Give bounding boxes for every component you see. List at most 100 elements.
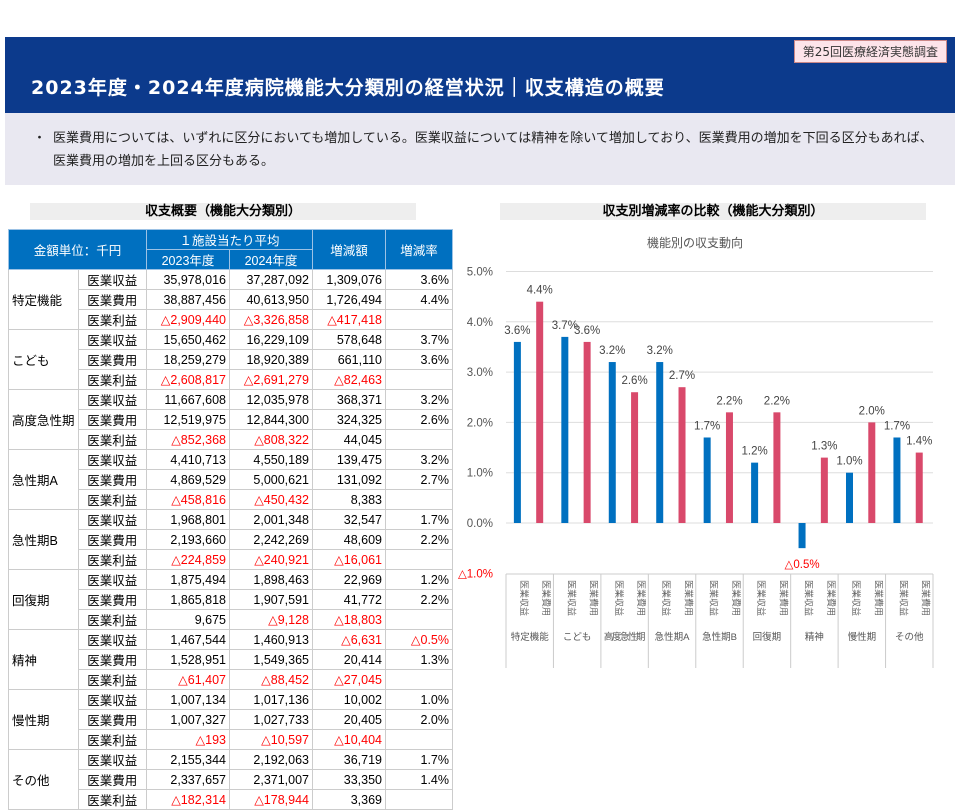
page-title: 2023年度・2024年度病院機能大分類別の経営状況｜収支構造の概要 <box>31 77 665 99</box>
series-axis-label: 医業費用 <box>731 580 742 616</box>
item-cell: 医業収益 <box>77 329 148 350</box>
data-label: 2.2% <box>764 395 790 407</box>
table-row: 医業利益 △61,407 △88,452 △27,045 <box>9 669 453 690</box>
value-cell <box>385 549 453 570</box>
value-cell: 1,907,591 <box>229 589 313 610</box>
value-cell: 1,968,801 <box>146 509 230 530</box>
value-cell: △808,322 <box>229 429 313 450</box>
value-cell: 9,675 <box>146 609 230 630</box>
item-cell: 医業費用 <box>77 769 148 790</box>
avg-header: １施設当たり平均 <box>146 229 313 250</box>
value-cell: 48,609 <box>312 529 386 550</box>
value-cell: 16,229,109 <box>229 329 313 350</box>
category-label: こども <box>563 632 592 643</box>
value-cell: 2,371,007 <box>229 769 313 790</box>
value-cell: 18,920,389 <box>229 349 313 370</box>
value-cell: 131,092 <box>312 469 386 490</box>
unit-header: 金額単位：千円 <box>8 229 147 270</box>
value-cell: 40,613,950 <box>229 289 313 310</box>
year-2024-header: 2024年度 <box>229 249 313 270</box>
table-row: 特定機能 医業収益 35,978,016 37,287,092 1,309,076 3.6… <box>8 269 453 330</box>
table-row: 急性期B 医業収益 1,968,801 2,001,348 32,547 1.7% <box>8 509 453 570</box>
item-cell: 医業収益 <box>77 509 148 530</box>
value-cell: △417,418 <box>312 309 386 330</box>
series-axis-label: 医業費用 <box>589 580 600 616</box>
bar <box>561 336 569 523</box>
bar <box>703 437 711 523</box>
bar <box>608 362 616 523</box>
value-cell: 36,719 <box>312 749 386 770</box>
value-cell: 2,192,063 <box>229 749 313 770</box>
value-cell: 2,155,344 <box>146 749 230 770</box>
data-label: 2.6% <box>621 375 647 387</box>
value-cell: △10,597 <box>229 729 313 750</box>
bar <box>798 523 806 549</box>
category-label: 慢性期 <box>848 631 877 643</box>
value-cell: 1,726,494 <box>312 289 386 310</box>
value-cell: △852,368 <box>146 429 230 450</box>
series-axis-label: 医業費用 <box>636 580 647 616</box>
data-label: 1.4% <box>906 436 932 448</box>
value-cell <box>385 309 453 330</box>
value-cell: 32,547 <box>312 509 386 530</box>
value-cell: 3.6% <box>385 269 453 290</box>
value-cell: 2,001,348 <box>229 509 313 530</box>
item-cell: 医業利益 <box>77 789 148 810</box>
summary-bullet: ・医業費用については、いずれに区分においても増加している。医業収益については精神… <box>33 127 943 173</box>
value-cell <box>385 609 453 630</box>
value-cell: 139,475 <box>312 449 386 470</box>
table-row: 医業費用 38,887,456 40,613,950 1,726,494 4.4% <box>9 289 453 310</box>
series-axis-label: 医業収益 <box>851 580 862 616</box>
value-cell: 1,309,076 <box>312 269 386 290</box>
value-cell: 4.4% <box>385 289 453 310</box>
item-cell: 医業費用 <box>77 649 148 670</box>
table-row: 高度急性期 医業収益 11,667,608 12,035,978 368,371 3.2% <box>8 389 453 450</box>
value-cell: 1,007,134 <box>146 689 230 710</box>
header-banner: 第25回医療経済実態調査 2023年度・2024年度病院機能大分類別の経営状況｜… <box>5 37 955 113</box>
item-cell: 医業費用 <box>77 529 148 550</box>
value-cell: 1,017,136 <box>229 689 313 710</box>
y-tick-label: 4.0% <box>467 317 493 329</box>
value-cell: △18,803 <box>312 609 386 630</box>
bar <box>893 437 901 523</box>
value-cell: 10,002 <box>312 689 386 710</box>
y-tick-label: 5.0% <box>467 267 493 279</box>
bar <box>845 472 853 523</box>
value-cell <box>385 729 453 750</box>
value-cell: 8,383 <box>312 489 386 510</box>
data-label: 3.2% <box>599 345 625 357</box>
category-cell: 高度急性期 <box>8 389 79 450</box>
value-cell: 2,242,269 <box>229 529 313 550</box>
y-tick-label: 1.0% <box>467 468 493 480</box>
income-table: 金額単位：千円 １施設当たり平均 増減額 増減率 2023年度 2024年度 特定機能医… <box>8 229 453 810</box>
table-row: 医業費用 4,869,529 5,000,621 131,092 2.7% <box>9 469 453 490</box>
bar <box>751 462 759 523</box>
item-cell: 医業費用 <box>77 349 148 370</box>
value-cell: 5,000,621 <box>229 469 313 490</box>
value-cell: 2,337,657 <box>146 769 230 790</box>
summary-box: ・医業費用については、いずれに区分においても増加している。医業収益については精神… <box>5 113 955 185</box>
value-cell: △6,631 <box>312 629 386 650</box>
value-cell <box>385 789 453 810</box>
value-cell: 1.0% <box>385 689 453 710</box>
table-row: 医業費用 1,865,818 1,907,591 41,772 2.2% <box>9 589 453 610</box>
value-cell: △2,608,817 <box>146 369 230 390</box>
value-cell: 3,369 <box>312 789 386 810</box>
item-cell: 医業利益 <box>77 369 148 390</box>
bullet-dot: ・ <box>33 131 47 146</box>
value-cell: 324,325 <box>312 409 386 430</box>
series-axis-label: 医業収益 <box>709 580 720 616</box>
rate-header: 増減率 <box>385 229 453 270</box>
value-cell: 38,887,456 <box>146 289 230 310</box>
value-cell: 4,550,189 <box>229 449 313 470</box>
value-cell: △178,944 <box>229 789 313 810</box>
item-cell: 医業収益 <box>77 269 148 290</box>
value-cell: 2.7% <box>385 469 453 490</box>
series-axis-label: 医業収益 <box>614 580 625 616</box>
category-cell: 回復期 <box>8 569 79 630</box>
data-label: 3.6% <box>504 325 530 337</box>
diff-header: 増減額 <box>312 229 386 270</box>
value-cell: 3.6% <box>385 349 453 370</box>
item-cell: 医業収益 <box>77 689 148 710</box>
bar <box>678 387 686 523</box>
